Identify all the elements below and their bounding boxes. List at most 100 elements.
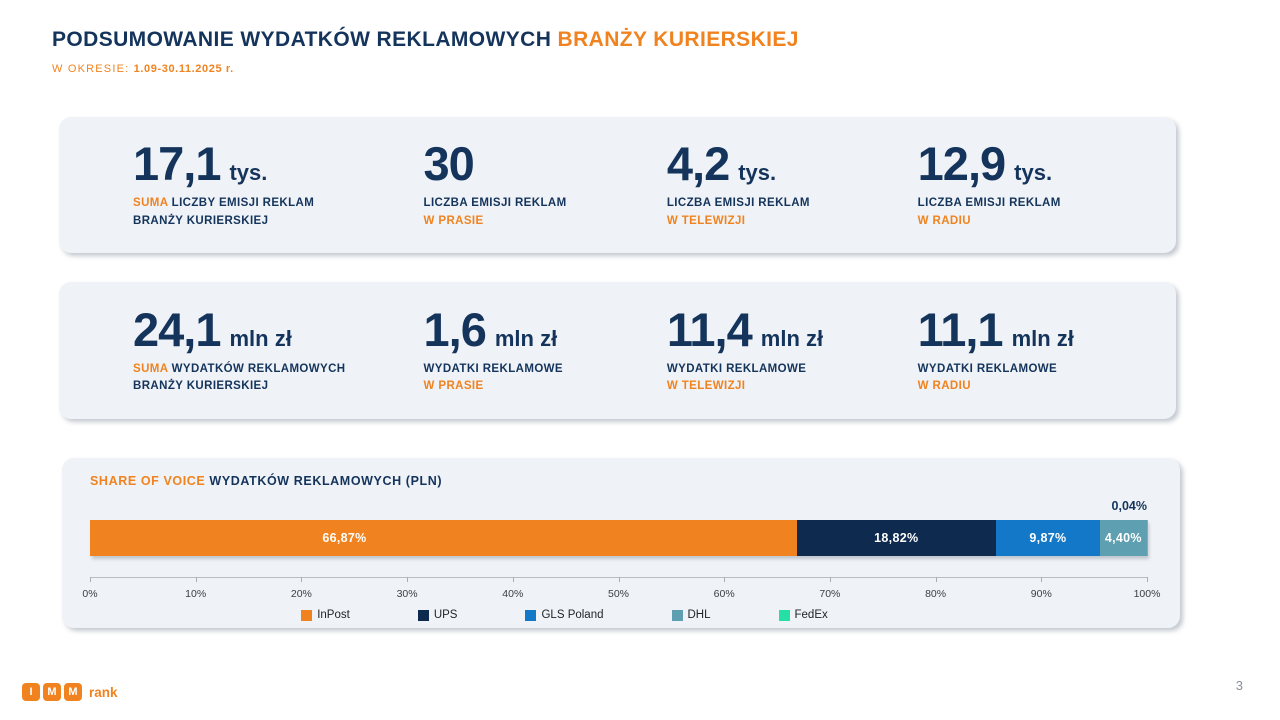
kpi-grid-spend: 24,1 mln zł SUMA WYDATKÓW REKLAMOWYCH BRAN… bbox=[59, 282, 1176, 419]
fedex-outside-label: 0,04% bbox=[1111, 499, 1147, 513]
stat-unit: mln zł bbox=[1011, 325, 1074, 351]
legend-label: UPS bbox=[433, 609, 458, 621]
stat-value: 17,1 bbox=[133, 137, 221, 191]
legend-swatch bbox=[417, 609, 429, 621]
legend-label: GLS Poland bbox=[541, 609, 604, 621]
x-axis-tick-label: 60% bbox=[713, 588, 735, 600]
report-period: W OKRESIE: 1.09-30.11.2025 r. bbox=[52, 63, 799, 75]
stat-label: LICZBA EMISJI REKLAM W TELEWIZJI bbox=[666, 197, 810, 227]
stacked-bar-wrap: 0,04% 66,87% 18,82% 9,87% 4,40% bbox=[90, 499, 1147, 556]
x-axis-tick bbox=[90, 577, 91, 582]
bar-segment-gls-poland: 9,87% bbox=[995, 520, 1101, 556]
x-axis-tick bbox=[512, 577, 514, 582]
imm-rank-logo: I M M rank bbox=[22, 683, 118, 701]
bar-segment-inpost: 66,87% bbox=[90, 520, 797, 556]
x-axis: 0% 10% 20% 30% 40% 50% 60% 70% 80% 90% 100% bbox=[82, 577, 1160, 607]
stat-value: 12,9 bbox=[917, 137, 1006, 191]
bar-segment-label: 4,40% bbox=[1104, 531, 1142, 545]
legend-item-inpost: InPost bbox=[301, 609, 350, 621]
logo-letter-m1: M bbox=[43, 683, 61, 701]
x-axis-tick-label: 90% bbox=[1030, 588, 1052, 600]
stacked-bar: 66,87% 18,82% 9,87% 4,40% bbox=[90, 520, 1147, 556]
chart-title-accent: SHARE OF VOICE bbox=[90, 474, 206, 488]
legend-label: FedEx bbox=[794, 609, 828, 621]
logo-letter-m2: M bbox=[64, 683, 82, 701]
legend-label: DHL bbox=[687, 609, 711, 621]
stat-emissions-total: 17,1 tys. SUMA LICZBY EMISJI REKLAM BRANŻY… bbox=[133, 140, 424, 230]
logo-letter-i: I bbox=[22, 683, 40, 701]
x-axis-tick bbox=[829, 577, 831, 582]
stat-unit: tys. bbox=[1014, 160, 1053, 186]
x-axis-tick bbox=[935, 577, 937, 582]
chart-title-rest: WYDATKÓW REKLAMOWYCH (PLN) bbox=[205, 474, 443, 488]
bar-segment-label: 66,87% bbox=[322, 531, 367, 545]
stat-emissions-tv: 4,2 tys. LICZBA EMISJI REKLAM W TELEWIZJI bbox=[667, 140, 918, 230]
chart-legend: InPost UPS GLS Poland DHL FedEx bbox=[36, 609, 1093, 621]
x-axis-tick-label: 20% bbox=[290, 588, 312, 600]
stat-label: WYDATKI REKLAMOWE W RADIU bbox=[917, 362, 1058, 392]
x-axis-tick-label: 70% bbox=[819, 588, 841, 600]
x-axis-tick-label: 0% bbox=[82, 588, 98, 600]
stat-value: 1,6 bbox=[423, 302, 487, 356]
x-axis-tick bbox=[301, 577, 303, 582]
legend-item-ups: UPS bbox=[417, 609, 458, 621]
stat-unit: tys. bbox=[229, 160, 268, 186]
x-axis-tick bbox=[1041, 577, 1043, 582]
bar-segment-label: 18,82% bbox=[874, 531, 919, 545]
bar-segment-label: 9,87% bbox=[1029, 531, 1067, 545]
legend-swatch bbox=[301, 609, 313, 621]
kpi-card-emissions: 17,1 tys. SUMA LICZBY EMISJI REKLAM BRANŻY… bbox=[59, 117, 1176, 253]
stat-unit: mln zł bbox=[494, 325, 558, 351]
page-title-main: PODSUMOWANIE WYDATKÓW REKLAMOWYCH bbox=[52, 28, 558, 51]
x-axis-tick bbox=[724, 577, 726, 582]
stat-unit: tys. bbox=[738, 160, 777, 186]
logo-text: rank bbox=[89, 684, 118, 700]
x-axis-tick bbox=[195, 577, 197, 582]
stat-value: 24,1 bbox=[133, 302, 221, 356]
legend-label: InPost bbox=[317, 609, 350, 621]
stat-label: SUMA LICZBY EMISJI REKLAM BRANŻY KURIERSK… bbox=[133, 197, 315, 227]
stat-label: SUMA WYDATKÓW REKLAMOWYCH BRANŻY KURIERSK… bbox=[133, 362, 346, 392]
x-axis-tick-label: 50% bbox=[607, 588, 630, 600]
legend-item-dhl: DHL bbox=[671, 609, 711, 621]
stat-unit: mln zł bbox=[229, 325, 292, 351]
stat-label: WYDATKI REKLAMOWE W PRASIE bbox=[423, 362, 563, 392]
page-title-accent: BRANŻY KURIERSKIEJ bbox=[557, 28, 799, 51]
stat-value: 30 bbox=[423, 137, 475, 191]
stat-value: 11,1 bbox=[917, 302, 1004, 356]
page-title: PODSUMOWANIE WYDATKÓW REKLAMOWYCH BRANŻY… bbox=[52, 28, 799, 52]
stat-label: LICZBA EMISJI REKLAM W RADIU bbox=[917, 197, 1061, 227]
stat-unit: mln zł bbox=[760, 325, 824, 351]
share-of-voice-chart-card: SHARE OF VOICE WYDATKÓW REKLAMOWYCH (PLN… bbox=[62, 458, 1180, 628]
bar-segment-dhl: 4,40% bbox=[1100, 520, 1147, 556]
x-axis-tick-label: 100% bbox=[1133, 588, 1161, 600]
period-label: W OKRESIE: bbox=[52, 63, 134, 75]
kpi-grid-emissions: 17,1 tys. SUMA LICZBY EMISJI REKLAM BRANŻY… bbox=[59, 117, 1176, 253]
stat-label: LICZBA EMISJI REKLAM W PRASIE bbox=[423, 197, 567, 227]
period-value: 1.09-30.11.2025 r. bbox=[133, 63, 234, 75]
x-axis-tick bbox=[1147, 577, 1148, 582]
legend-item-gls-poland: GLS Poland bbox=[525, 609, 604, 621]
stat-value: 4,2 bbox=[666, 137, 730, 191]
x-axis-tick bbox=[407, 577, 409, 582]
legend-swatch bbox=[778, 609, 790, 621]
stat-emissions-radio: 12,9 tys. LICZBA EMISJI REKLAM W RADIU bbox=[918, 140, 1166, 230]
chart-title: SHARE OF VOICE WYDATKÓW REKLAMOWYCH (PLN… bbox=[90, 474, 1147, 488]
stat-spend-press: 1,6 mln zł WYDATKI REKLAMOWE W PRASIE bbox=[424, 306, 667, 396]
x-axis-tick-label: 30% bbox=[396, 588, 418, 600]
stat-emissions-press: 30 LICZBA EMISJI REKLAM W PRASIE bbox=[424, 140, 667, 230]
stat-value: 11,4 bbox=[666, 302, 753, 356]
legend-swatch bbox=[525, 609, 537, 621]
stat-spend-radio: 11,1 mln zł WYDATKI REKLAMOWE W RADIU bbox=[918, 306, 1166, 396]
kpi-card-spend: 24,1 mln zł SUMA WYDATKÓW REKLAMOWYCH BRAN… bbox=[59, 282, 1176, 419]
report-header: PODSUMOWANIE WYDATKÓW REKLAMOWYCH BRANŻY… bbox=[52, 28, 799, 75]
stat-spend-total: 24,1 mln zł SUMA WYDATKÓW REKLAMOWYCH BRAN… bbox=[133, 306, 424, 396]
stat-label: WYDATKI REKLAMOWE W TELEWIZJI bbox=[666, 362, 807, 392]
x-axis-tick-label: 10% bbox=[185, 588, 207, 600]
legend-swatch bbox=[671, 609, 683, 621]
bar-segment-ups: 18,82% bbox=[796, 520, 996, 556]
page-number: 3 bbox=[1235, 678, 1243, 693]
stat-spend-tv: 11,4 mln zł WYDATKI REKLAMOWE W TELEWIZJI bbox=[667, 306, 918, 396]
x-axis-tick bbox=[618, 577, 620, 582]
x-axis-tick-label: 80% bbox=[925, 588, 947, 600]
